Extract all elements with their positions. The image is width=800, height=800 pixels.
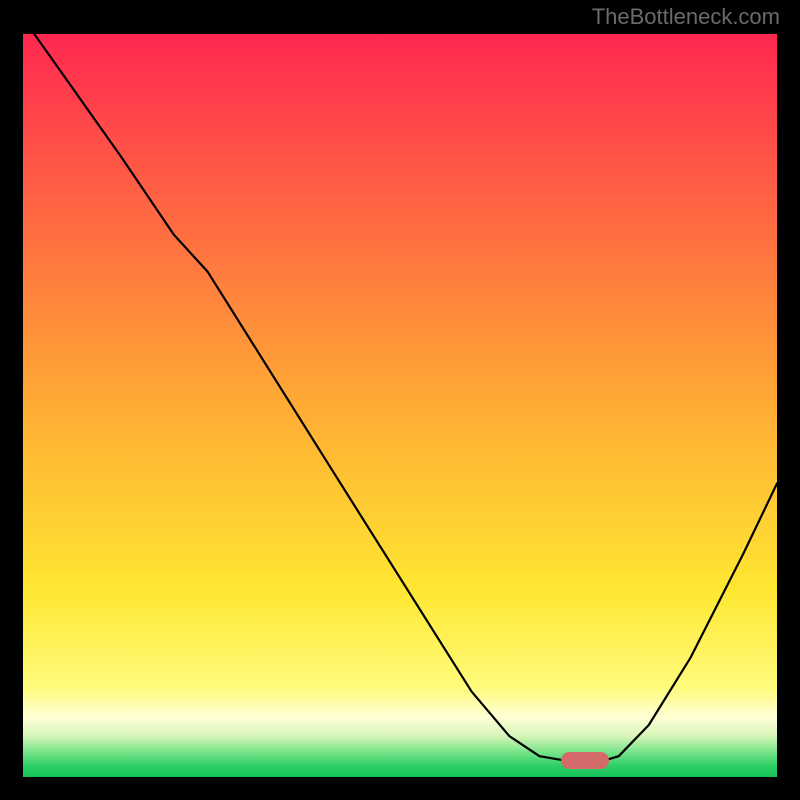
watermark-text: TheBottleneck.com: [592, 4, 780, 30]
bottleneck-curve: [23, 34, 777, 777]
chart-plot-area: [23, 34, 777, 777]
optimal-marker: [561, 752, 609, 769]
